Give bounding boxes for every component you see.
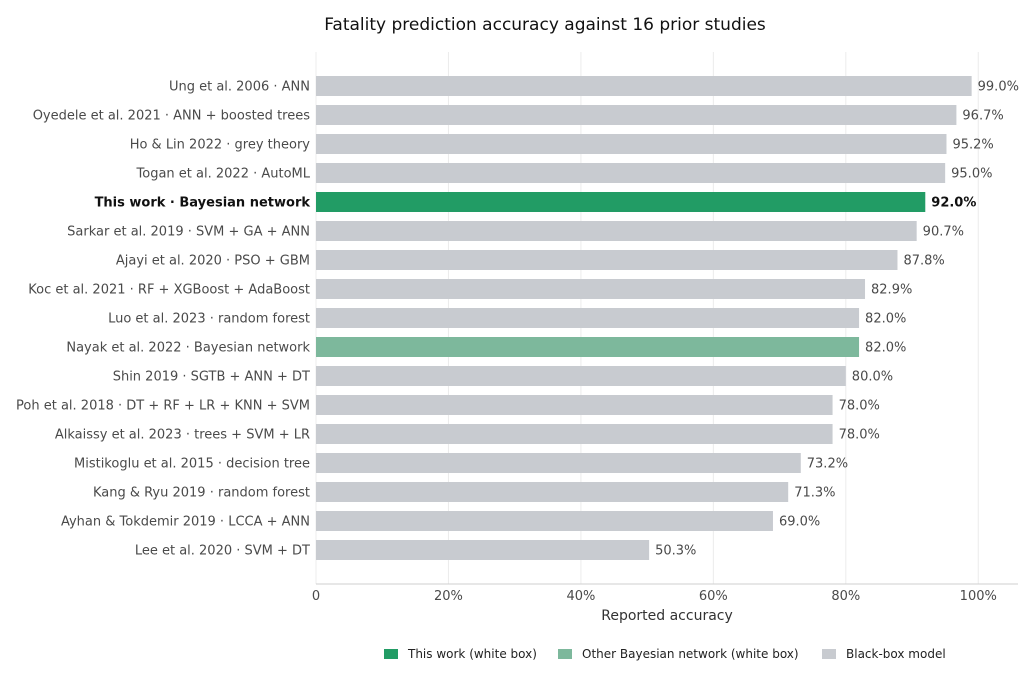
category-label: Ayhan & Tokdemir 2019 · LCCA + ANN <box>61 515 310 530</box>
category-labels: Ung et al. 2006 · ANN Oyedele et al. 2021… <box>16 80 311 559</box>
bar <box>316 250 898 270</box>
legend-label: Black-box model <box>846 647 946 661</box>
bar <box>316 424 833 444</box>
category-label: Sarkar et al. 2019 · SVM + GA + ANN <box>67 225 310 240</box>
value-label: 92.0% <box>931 196 976 211</box>
category-label: Ajayi et al. 2020 · PSO + GBM <box>116 254 310 269</box>
value-label: 73.2% <box>807 457 848 472</box>
x-axis-title: Reported accuracy <box>601 608 733 624</box>
bar <box>316 221 917 241</box>
value-label: 82.9% <box>871 283 912 298</box>
bar <box>316 540 650 560</box>
bar <box>316 395 833 415</box>
value-label: 78.0% <box>839 399 880 414</box>
category-label: Kang & Ryu 2019 · random forest <box>93 486 310 501</box>
x-tick-label: 40% <box>566 589 595 604</box>
category-label: Oyedele et al. 2021 · ANN + boosted tree… <box>33 109 311 124</box>
legend-swatch <box>822 649 836 659</box>
x-tick-label: 100% <box>960 589 997 604</box>
bar <box>316 337 860 357</box>
bar <box>316 105 957 125</box>
x-tick-label: 20% <box>434 589 463 604</box>
bar <box>316 163 946 183</box>
category-label: Poh et al. 2018 · DT + RF + LR + KNN + S… <box>16 399 310 414</box>
value-label: 90.7% <box>923 225 964 240</box>
value-label: 95.0% <box>951 167 992 182</box>
bars <box>316 76 972 560</box>
value-label: 96.7% <box>962 109 1003 124</box>
bar <box>316 76 972 96</box>
category-label: Shin 2019 · SGTB + ANN + DT <box>113 370 310 385</box>
category-label: Lee et al. 2020 · SVM + DT <box>135 544 310 559</box>
chart-title: Fatality prediction accuracy against 16 … <box>324 15 766 35</box>
x-tick-label: 60% <box>699 589 728 604</box>
category-label: Mistikoglu et al. 2015 · decision tree <box>74 457 310 472</box>
category-label: This work · Bayesian network <box>95 196 311 211</box>
bar <box>316 482 789 502</box>
category-label: Luo et al. 2023 · random forest <box>108 312 310 327</box>
category-label: Nayak et al. 2022 · Bayesian network <box>66 341 310 356</box>
value-label: 50.3% <box>655 544 696 559</box>
legend-swatch <box>558 649 572 659</box>
bar <box>316 192 926 212</box>
category-label: Ung et al. 2006 · ANN <box>169 80 310 95</box>
value-label: 71.3% <box>794 486 835 501</box>
value-label: 99.0% <box>978 80 1019 95</box>
legend-label: This work (white box) <box>407 647 537 661</box>
value-label: 95.2% <box>952 138 993 153</box>
bar <box>316 453 801 473</box>
bar <box>316 308 860 328</box>
category-label: Alkaissy et al. 2023 · trees + SVM + LR <box>55 428 310 443</box>
x-axis: 0 20% 40% 60% 80% 100% <box>312 583 1018 604</box>
legend-label: Other Bayesian network (white box) <box>582 647 799 661</box>
value-labels: 99.0% 96.7% 95.2% 95.0% 92.0% 90.7% 87.8% 82.9%… <box>655 80 1019 559</box>
value-label: 80.0% <box>852 370 893 385</box>
value-label: 82.0% <box>865 341 906 356</box>
x-tick-label: 0 <box>312 589 320 604</box>
bar <box>316 134 947 154</box>
value-label: 69.0% <box>779 515 820 530</box>
category-label: Ho & Lin 2022 · grey theory <box>130 138 311 153</box>
category-label: Togan et al. 2022 · AutoML <box>136 167 311 182</box>
value-label: 82.0% <box>865 312 906 327</box>
category-label: Koc et al. 2021 · RF + XGBoost + AdaBoos… <box>28 283 310 298</box>
bar <box>316 279 866 299</box>
bar <box>316 511 773 531</box>
bar <box>316 366 846 386</box>
value-label: 78.0% <box>839 428 880 443</box>
legend-swatch <box>384 649 398 659</box>
x-tick-label: 80% <box>831 589 860 604</box>
legend: This work (white box) Other Bayesian netw… <box>384 647 946 661</box>
value-label: 87.8% <box>903 254 944 269</box>
